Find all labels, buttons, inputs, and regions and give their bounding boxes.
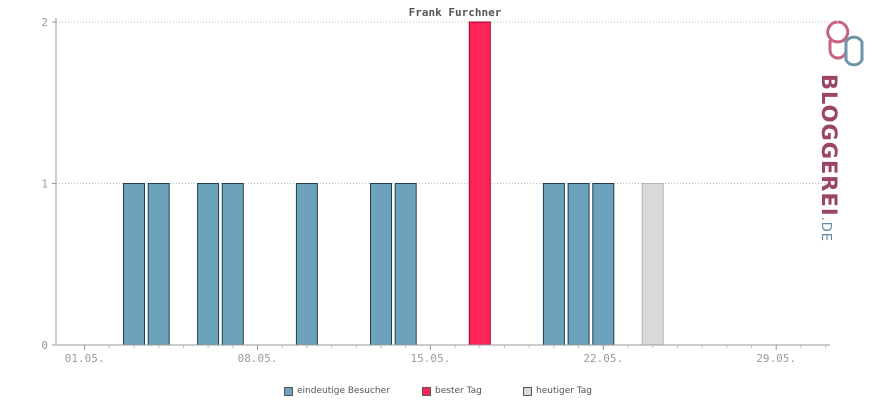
logo-wordmark: BLOGGEREI.DE	[817, 74, 841, 242]
bar-eindeutige-besucher	[295, 183, 318, 346]
legend-label: heutiger Tag	[536, 386, 593, 396]
legend: eindeutige Besucher bester Tag heutiger …	[0, 386, 870, 400]
y-tick-label: 2	[41, 16, 48, 29]
logo-text-main: BLOGGEREI	[817, 74, 841, 217]
y-tick-label: 0	[41, 339, 48, 352]
bar-eindeutige-besucher	[592, 183, 615, 346]
bar-eindeutige-besucher	[542, 183, 565, 346]
bar-eindeutige-besucher	[370, 183, 392, 346]
logo-mark-icon	[826, 20, 864, 67]
chart-title: Frank Furchner	[409, 6, 502, 19]
bar-bester-tag	[468, 21, 491, 346]
bar-eindeutige-besucher	[221, 183, 244, 346]
bar-eindeutige-besucher	[394, 183, 417, 346]
bars-layer	[123, 21, 664, 346]
legend-swatch	[523, 386, 532, 396]
x-tick-label: 01.05.	[65, 352, 105, 365]
legend-label: eindeutige Besucher	[297, 386, 390, 396]
bar-eindeutige-besucher	[567, 183, 590, 346]
x-tick-label: 29.05.	[756, 352, 796, 365]
legend-label: bester Tag	[435, 386, 482, 396]
legend-item-eindeutige-besucher: eindeutige Besucher	[284, 386, 390, 396]
x-tick-label: 15.05.	[411, 352, 451, 365]
axis-layer: 0 1 2 01.05. 08.05. 15.05. 22.05. 29.05.	[41, 16, 830, 365]
bar-heutiger-tag	[641, 183, 664, 346]
x-tick-label: 22.05.	[583, 352, 623, 365]
grid-layer	[56, 21, 830, 184]
bloggerei-logo: BLOGGEREI.DE	[817, 20, 864, 242]
bar-eindeutige-besucher	[147, 183, 170, 346]
legend-item-heutiger-tag: heutiger Tag	[523, 386, 592, 396]
y-tick-label: 1	[41, 178, 48, 191]
bar-eindeutige-besucher	[123, 183, 145, 346]
logo-text-suffix: .DE	[818, 217, 833, 242]
legend-item-bester-tag: bester Tag	[422, 386, 482, 396]
x-tick-label: 08.05.	[238, 352, 278, 365]
bar-eindeutige-besucher	[197, 183, 220, 346]
legend-swatch	[422, 386, 431, 396]
legend-swatch	[284, 386, 293, 396]
